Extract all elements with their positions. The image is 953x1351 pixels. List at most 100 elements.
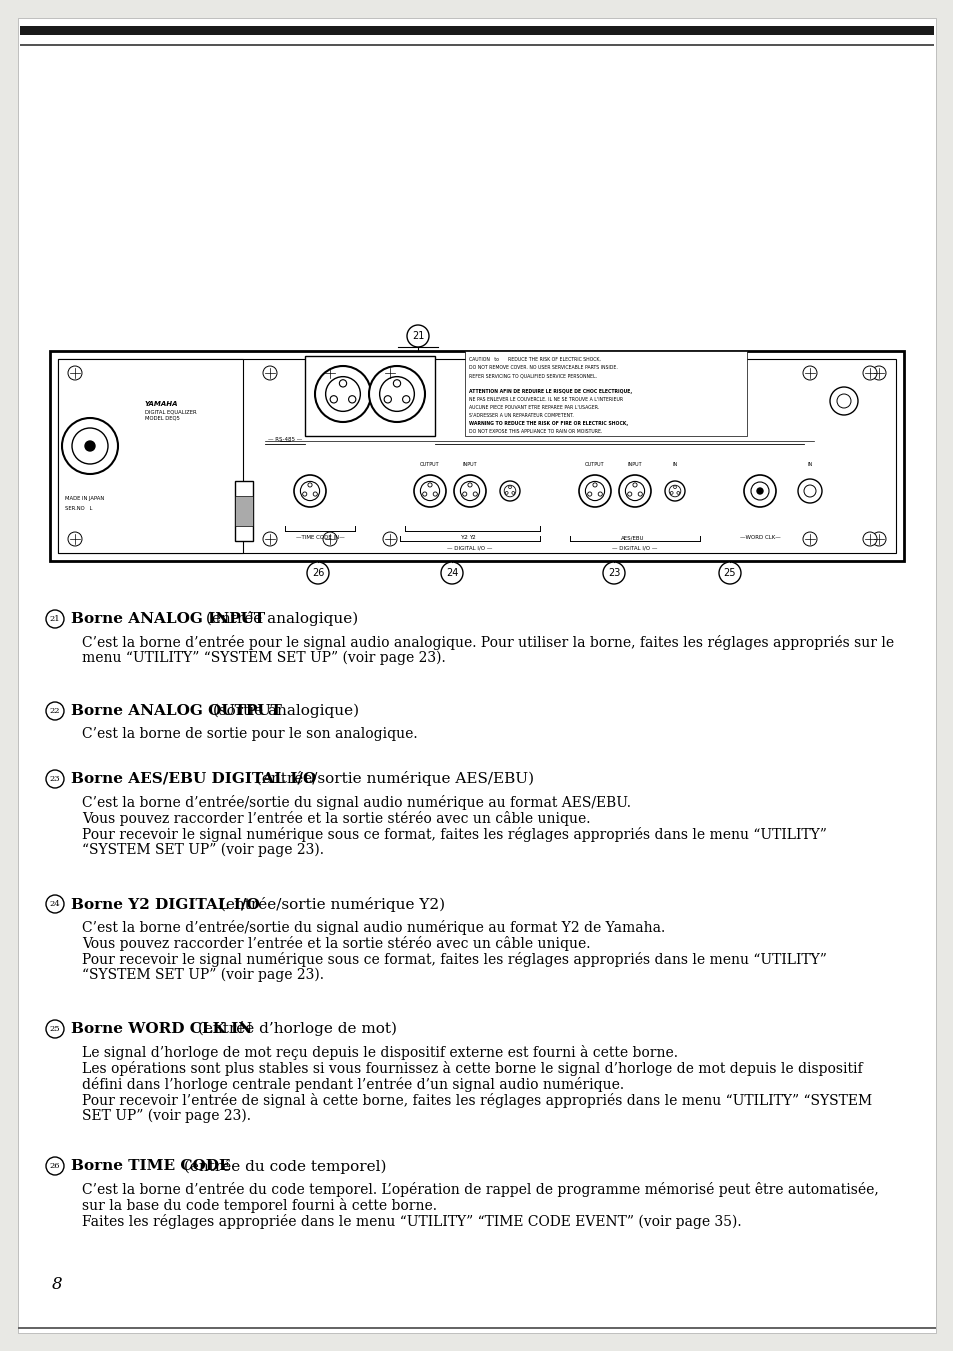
Circle shape [384, 396, 391, 403]
Circle shape [323, 532, 336, 546]
Bar [58, 359, 243, 553]
Text: — DIGITAL I/O —: — DIGITAL I/O — [612, 544, 657, 550]
Circle shape [467, 482, 472, 486]
Circle shape [339, 380, 346, 386]
Circle shape [62, 417, 118, 474]
Circle shape [407, 326, 429, 347]
Text: Y2: Y2 [469, 535, 476, 540]
Circle shape [379, 377, 414, 411]
Circle shape [803, 485, 815, 497]
Text: MADE IN JAPAN: MADE IN JAPAN [65, 496, 104, 501]
Circle shape [862, 366, 876, 380]
Circle shape [440, 562, 462, 584]
Text: YAMAHA: YAMAHA [145, 401, 178, 407]
Circle shape [46, 770, 64, 788]
Circle shape [46, 703, 64, 720]
Text: Vous pouvez raccorder l’entrée et la sortie stéréo avec un câble unique.: Vous pouvez raccorder l’entrée et la sor… [82, 936, 590, 951]
Circle shape [578, 476, 610, 507]
Circle shape [473, 492, 476, 496]
Text: 26: 26 [50, 1162, 60, 1170]
Circle shape [348, 396, 355, 403]
Text: S'ADRESSER A UN REPARATEUR COMPETENT.: S'ADRESSER A UN REPARATEUR COMPETENT. [469, 413, 574, 417]
Circle shape [46, 1156, 64, 1175]
Circle shape [71, 428, 108, 463]
Text: 23: 23 [607, 567, 619, 578]
Text: OUTPUT: OUTPUT [419, 462, 439, 467]
Text: (entrée analogique): (entrée analogique) [200, 612, 357, 627]
Text: IN: IN [806, 462, 812, 467]
Text: OUTPUT: OUTPUT [584, 462, 604, 467]
Text: Vous pouvez raccorder l’entrée et la sortie stéréo avec un câble unique.: Vous pouvez raccorder l’entrée et la sor… [82, 811, 590, 825]
Bar [234, 496, 253, 526]
Text: (entrée d’horloge de mot): (entrée d’horloge de mot) [193, 1021, 397, 1036]
Bar [50, 351, 903, 561]
Circle shape [369, 366, 424, 422]
Text: Les opérations sont plus stables si vous fournissez à cette borne le signal d’ho: Les opérations sont plus stables si vous… [82, 1061, 862, 1075]
Text: MODEL DEQ5: MODEL DEQ5 [145, 416, 180, 422]
Circle shape [504, 485, 516, 497]
Circle shape [862, 532, 876, 546]
Text: “SYSTEM SET UP” (voir page 23).: “SYSTEM SET UP” (voir page 23). [82, 843, 324, 858]
Text: —TIME CODE IN—: —TIME CODE IN— [295, 535, 344, 540]
Text: Faites les réglages appropriée dans le menu “UTILITY” “TIME CODE EVENT” (voir pa: Faites les réglages appropriée dans le m… [82, 1215, 740, 1229]
Circle shape [505, 492, 508, 494]
Circle shape [598, 492, 601, 496]
Circle shape [393, 380, 400, 386]
Text: DO NOT REMOVE COVER. NO USER SERVICEABLE PARTS INSIDE.: DO NOT REMOVE COVER. NO USER SERVICEABLE… [469, 365, 618, 370]
Text: Le signal d’horloge de mot reçu depuis le dispositif externe est fourni à cette : Le signal d’horloge de mot reçu depuis l… [82, 1046, 678, 1061]
Text: (sortie analogique): (sortie analogique) [208, 704, 358, 719]
Circle shape [454, 476, 485, 507]
Circle shape [414, 476, 446, 507]
Text: IN: IN [672, 462, 677, 467]
Circle shape [508, 486, 511, 489]
Text: DIGITAL EQUALIZER: DIGITAL EQUALIZER [145, 409, 196, 413]
Circle shape [757, 488, 762, 494]
Text: WARNING TO REDUCE THE RISK OF FIRE OR ELECTRIC SHOCK,: WARNING TO REDUCE THE RISK OF FIRE OR EL… [469, 422, 628, 426]
Circle shape [512, 492, 515, 494]
Circle shape [668, 485, 680, 497]
Circle shape [743, 476, 775, 507]
Circle shape [433, 492, 436, 496]
Bar [20, 45, 933, 46]
Text: Borne Y2 DIGITAL I/O: Borne Y2 DIGITAL I/O [71, 897, 259, 911]
Bar [58, 359, 895, 553]
Text: 25: 25 [50, 1025, 60, 1034]
Circle shape [836, 394, 850, 408]
Text: Y2: Y2 [460, 535, 469, 540]
Circle shape [68, 366, 82, 380]
Text: AUCUNE PIECE POUVANT ETRE REPAREE PAR L'USAGER.: AUCUNE PIECE POUVANT ETRE REPAREE PAR L'… [469, 405, 598, 409]
Circle shape [85, 440, 95, 451]
Circle shape [602, 562, 624, 584]
Circle shape [302, 492, 307, 496]
Circle shape [325, 377, 360, 411]
Text: — DIGITAL I/O —: — DIGITAL I/O — [447, 544, 492, 550]
Circle shape [673, 486, 676, 489]
Text: SER.NO   L: SER.NO L [65, 507, 92, 511]
Circle shape [307, 562, 329, 584]
Circle shape [46, 611, 64, 628]
Circle shape [871, 366, 885, 380]
Circle shape [330, 396, 337, 403]
Text: 25: 25 [723, 567, 736, 578]
Text: Borne WORD CLK IN: Borne WORD CLK IN [71, 1021, 252, 1036]
Text: ATTENTION AFIN DE REDUIRE LE RISQUE DE CHOC ELECTRIQUE,: ATTENTION AFIN DE REDUIRE LE RISQUE DE C… [469, 389, 632, 394]
Circle shape [462, 492, 466, 496]
Bar [234, 481, 253, 540]
Circle shape [829, 386, 857, 415]
Bar [305, 357, 435, 436]
Circle shape [797, 480, 821, 503]
Circle shape [294, 476, 326, 507]
Text: menu “UTILITY” “SYSTEM SET UP” (voir page 23).: menu “UTILITY” “SYSTEM SET UP” (voir pag… [82, 651, 445, 666]
Text: 22: 22 [50, 707, 60, 715]
Circle shape [308, 482, 312, 486]
Text: C’est la borne d’entrée pour le signal audio analogique. Pour utiliser la borne,: C’est la borne d’entrée pour le signal a… [82, 635, 893, 650]
Text: (entrée/sortie numérique Y2): (entrée/sortie numérique Y2) [214, 897, 445, 912]
Bar [18, 1327, 935, 1329]
Text: NE PAS ENLEVER LE COUVERCLE. IL NE SE TROUVE A L'INTERIEUR: NE PAS ENLEVER LE COUVERCLE. IL NE SE TR… [469, 397, 622, 403]
Circle shape [382, 366, 396, 380]
Text: C’est la borne d’entrée du code temporel. L’opération de rappel de programme mém: C’est la borne d’entrée du code temporel… [82, 1182, 878, 1197]
Text: “SYSTEM SET UP” (voir page 23).: “SYSTEM SET UP” (voir page 23). [82, 969, 324, 982]
Circle shape [593, 482, 597, 486]
Text: DO NOT EXPOSE THIS APPLIANCE TO RAIN OR MOISTURE.: DO NOT EXPOSE THIS APPLIANCE TO RAIN OR … [469, 430, 602, 434]
Circle shape [802, 366, 816, 380]
